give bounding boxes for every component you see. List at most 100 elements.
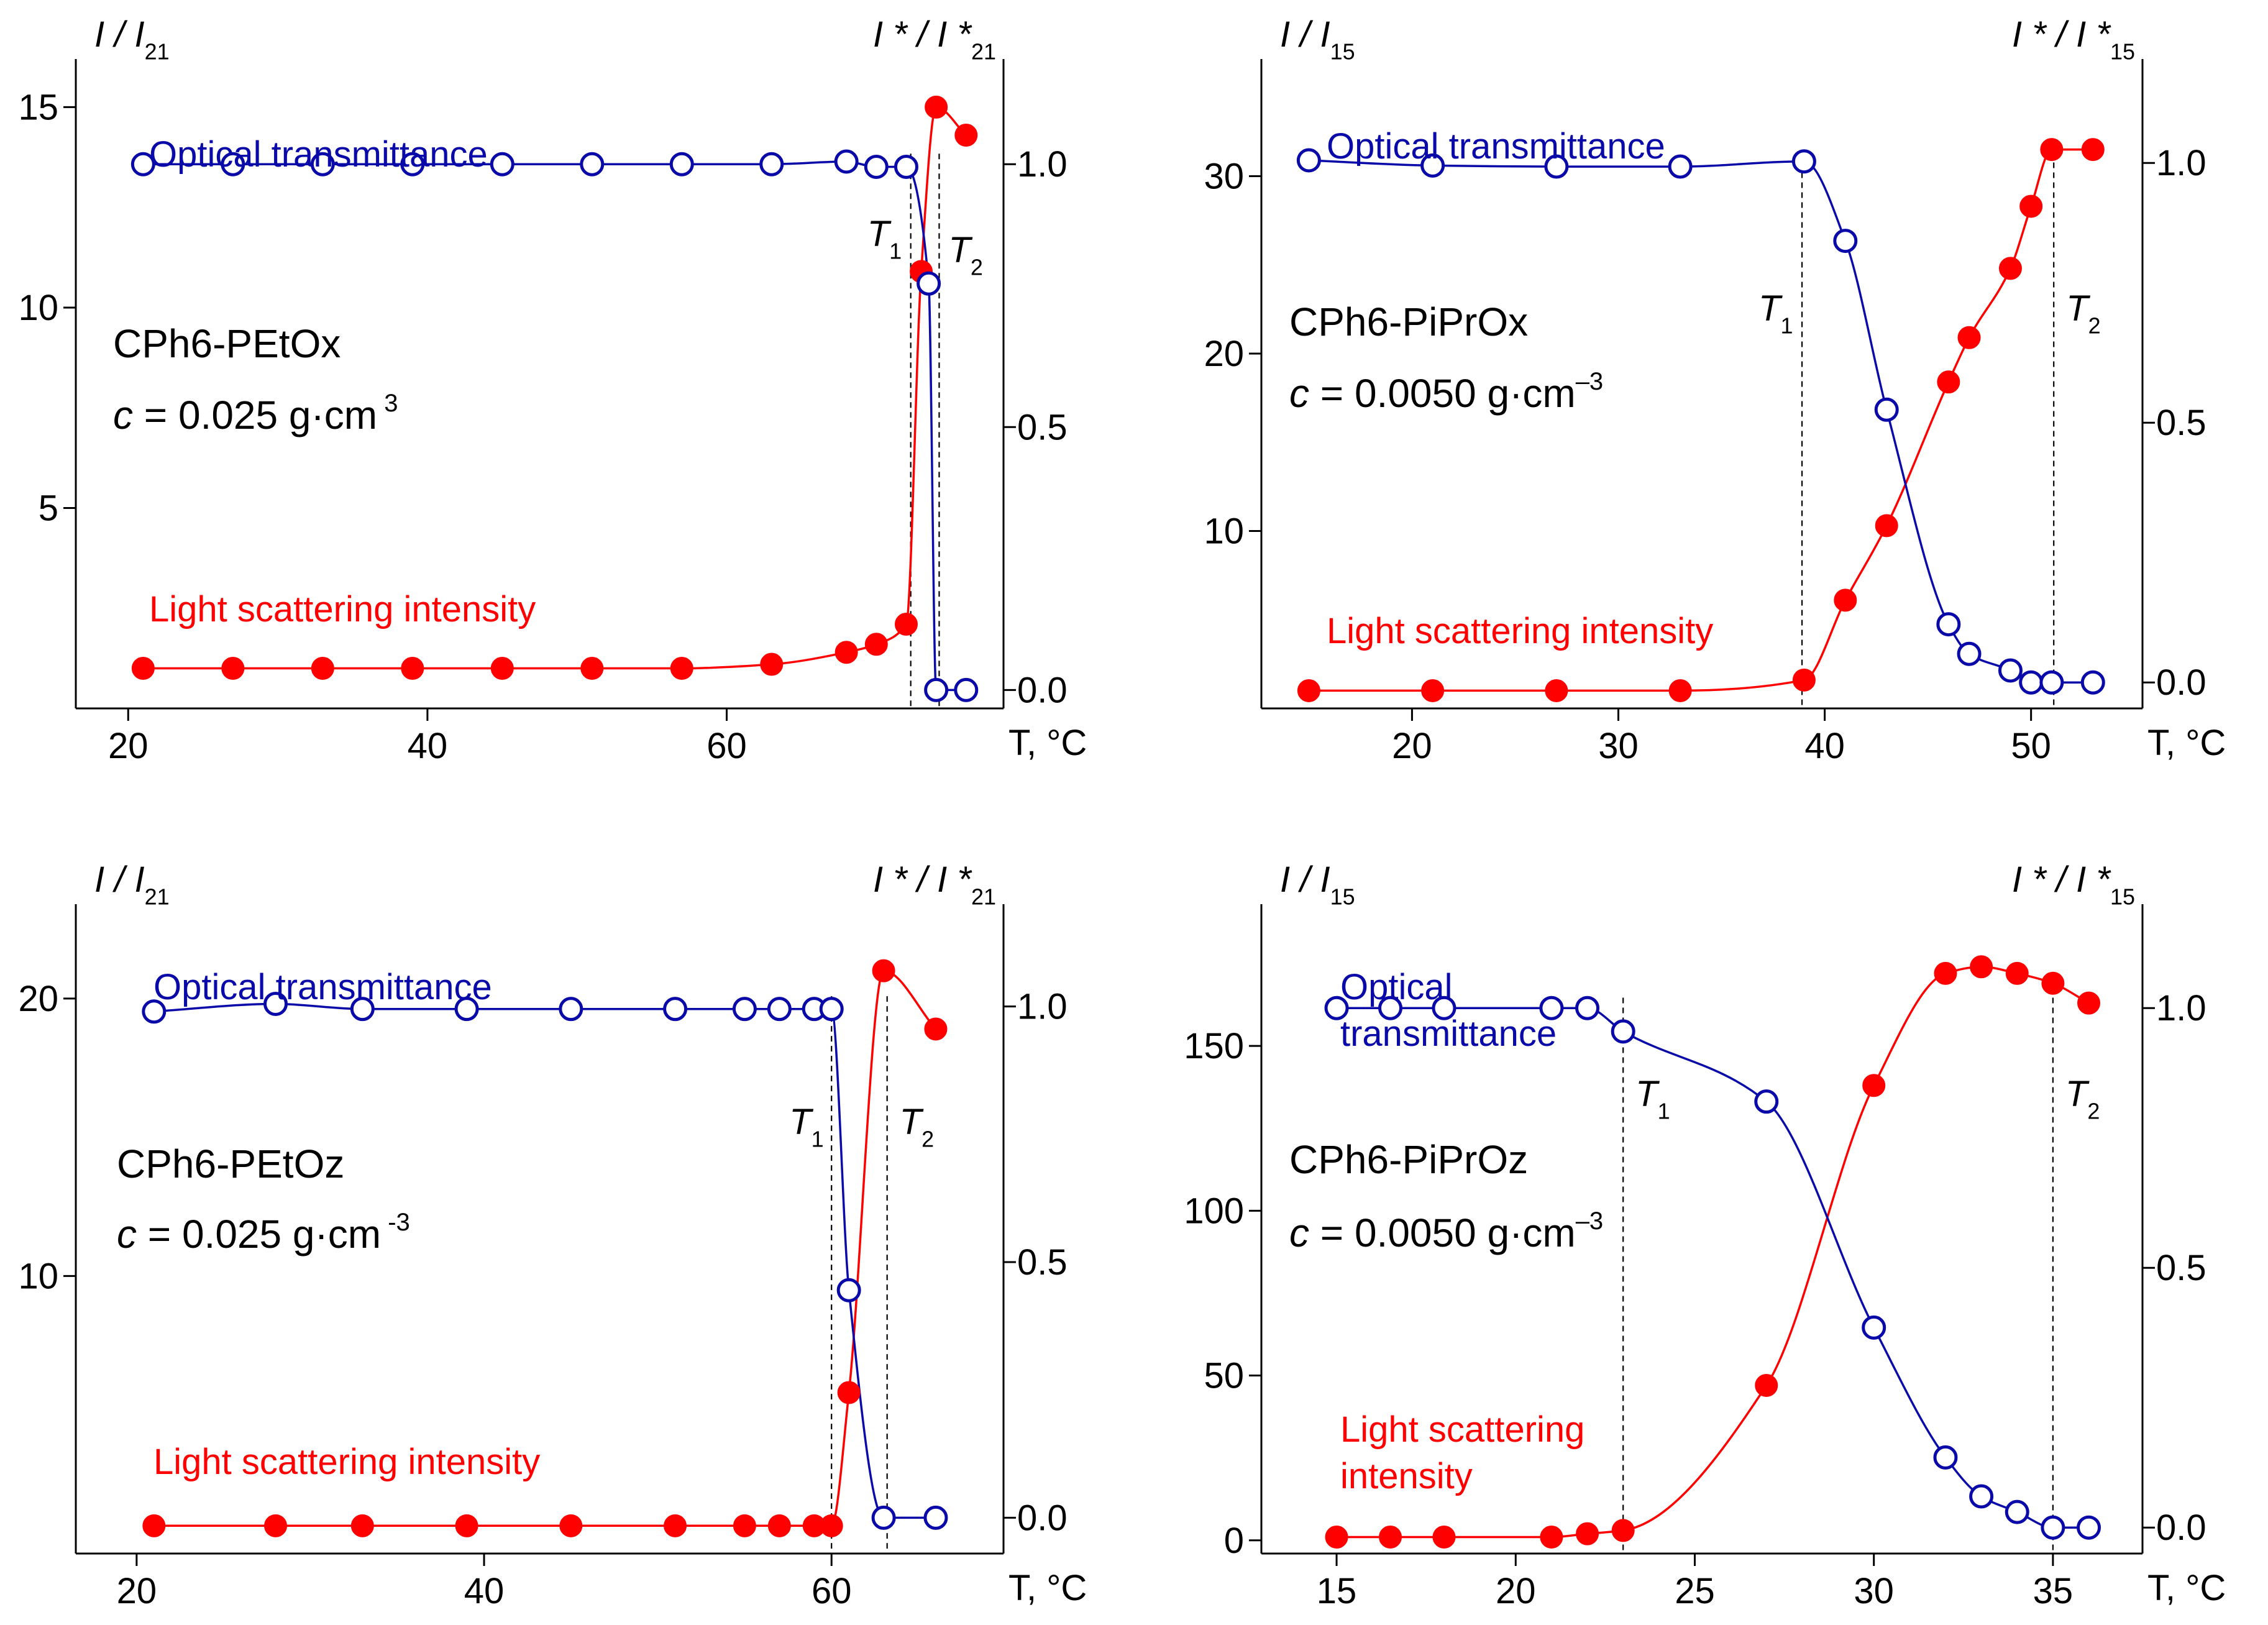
scattering-point	[925, 95, 948, 119]
transmittance-point	[1668, 154, 1693, 179]
t1-label-base: T	[1635, 1074, 1660, 1114]
right-axis-title-base: I * / I *	[873, 859, 972, 900]
scattering-curve	[1309, 148, 2093, 692]
scattering-point	[455, 1514, 478, 1537]
transmittance-point	[2019, 670, 2044, 695]
left-axis-title-sub: 21	[145, 884, 170, 909]
scattering-point	[1668, 679, 1692, 702]
transmittance-point	[1378, 996, 1403, 1020]
left-axis-title-base: I / I	[1280, 14, 1330, 55]
transmittance-point	[310, 152, 335, 176]
scattering-label: intensity	[1340, 1456, 1473, 1496]
transmittance-point	[221, 152, 245, 176]
scattering-point	[1576, 1522, 1599, 1545]
scattering-point	[131, 656, 155, 680]
scattering-point	[1755, 1373, 1778, 1397]
transmittance-point	[1933, 1445, 1958, 1470]
scattering-point	[820, 1514, 843, 1537]
t1-label-sub: 1	[1780, 313, 1793, 338]
x-tick-label: 60	[706, 726, 747, 766]
scattering-label: Light scattering intensity	[153, 1442, 540, 1482]
scattering-point	[311, 656, 334, 680]
t1-label-sub: 1	[1658, 1098, 1670, 1124]
scattering-point	[954, 124, 978, 147]
t1-label-base: T	[789, 1102, 813, 1142]
scattering-label: Light scattering	[1340, 1409, 1584, 1450]
concentration-label: c = 0.0050 g·cm–3	[1289, 368, 1603, 416]
scattering-point	[872, 959, 895, 982]
scattering-label: Light scattering intensity	[149, 589, 536, 629]
t1-label-base: T	[1758, 288, 1783, 329]
t1-label-sub: 1	[812, 1126, 824, 1151]
concentration-symbol: c	[1289, 371, 1309, 416]
right-tick-label: 0.0	[2156, 1508, 2206, 1548]
t2-label-sub: 2	[2088, 313, 2101, 338]
right-tick-label: 1.0	[2156, 143, 2206, 183]
t2-label-sub: 2	[2087, 1098, 2100, 1124]
x-axis-title: T, °C	[1008, 1568, 1087, 1608]
x-tick-label: 20	[108, 726, 149, 766]
scattering-point	[1432, 1525, 1456, 1549]
transmittance-point	[1874, 397, 1899, 422]
scattering-point	[2005, 961, 2029, 985]
transmittance-point	[894, 154, 918, 179]
concentration-symbol: c	[113, 393, 133, 437]
scattering-point	[664, 1514, 687, 1537]
right-tick-label: 0.0	[1017, 1498, 1068, 1538]
scattering-point	[1970, 955, 1993, 979]
right-tick-label: 0.0	[2156, 662, 2206, 703]
transmittance-point	[490, 152, 514, 176]
scattering-point	[142, 1514, 166, 1537]
x-tick-label: 40	[1804, 726, 1845, 766]
t1-label: T1	[1758, 288, 1793, 338]
scattering-point	[670, 656, 693, 680]
scattering-point	[2041, 971, 2065, 995]
scattering-point	[1421, 679, 1445, 702]
left-tick-label: 0	[1224, 1521, 1244, 1561]
left-tick-label: 10	[1204, 511, 1244, 551]
right-axis-title-sub: 15	[2110, 39, 2135, 64]
scattering-point	[1325, 1525, 1348, 1549]
transmittance-point	[663, 997, 688, 1022]
scattering-point	[2081, 138, 2105, 162]
concentration-exponent: -3	[381, 1209, 410, 1236]
transmittance-label: transmittance	[1340, 1014, 1557, 1054]
left-tick-label: 20	[18, 979, 58, 1019]
left-tick-label: 50	[1204, 1356, 1244, 1396]
transmittance-point	[1791, 149, 1816, 174]
transmittance-point	[1957, 641, 1982, 666]
scattering-label: Light scattering intensity	[1327, 611, 1713, 651]
x-axis-title: T, °C	[1008, 723, 1087, 763]
x-tick-label: 20	[1392, 726, 1432, 766]
t1-label-sub: 1	[889, 238, 902, 263]
transmittance-label: Optical transmittance	[153, 967, 492, 1007]
concentration-symbol: c	[117, 1212, 137, 1257]
transmittance-point	[767, 997, 792, 1022]
transmittance-point	[836, 1278, 861, 1302]
left-tick-label: 5	[39, 488, 58, 528]
right-tick-label: 0.0	[1017, 670, 1068, 710]
x-tick-label: 40	[464, 1571, 505, 1611]
scattering-point	[1934, 961, 1957, 985]
left-axis-title: I / I15	[1280, 859, 1355, 909]
scattering-point	[1792, 668, 1816, 692]
scattering-point	[559, 1514, 583, 1537]
transmittance-point	[130, 152, 155, 176]
sample-name: CPh6-PEtOx	[113, 321, 341, 366]
right-axis-title: I * / I *21	[873, 859, 996, 909]
transmittance-point	[1862, 1315, 1886, 1340]
left-axis-title-sub: 21	[145, 39, 170, 64]
concentration-exponent: –3	[1576, 1207, 1604, 1235]
t2-label-sub: 2	[971, 254, 983, 280]
left-tick-label: 20	[1204, 334, 1244, 374]
left-tick-label: 150	[1184, 1026, 1244, 1066]
x-axis-title: T, °C	[2147, 1568, 2226, 1608]
x-tick-label: 30	[1598, 726, 1639, 766]
concentration-value: = 0.025 g·cm	[133, 393, 377, 437]
scattering-point	[401, 656, 424, 680]
t2-label: T2	[2065, 1074, 2100, 1124]
transmittance-point	[923, 1505, 948, 1530]
